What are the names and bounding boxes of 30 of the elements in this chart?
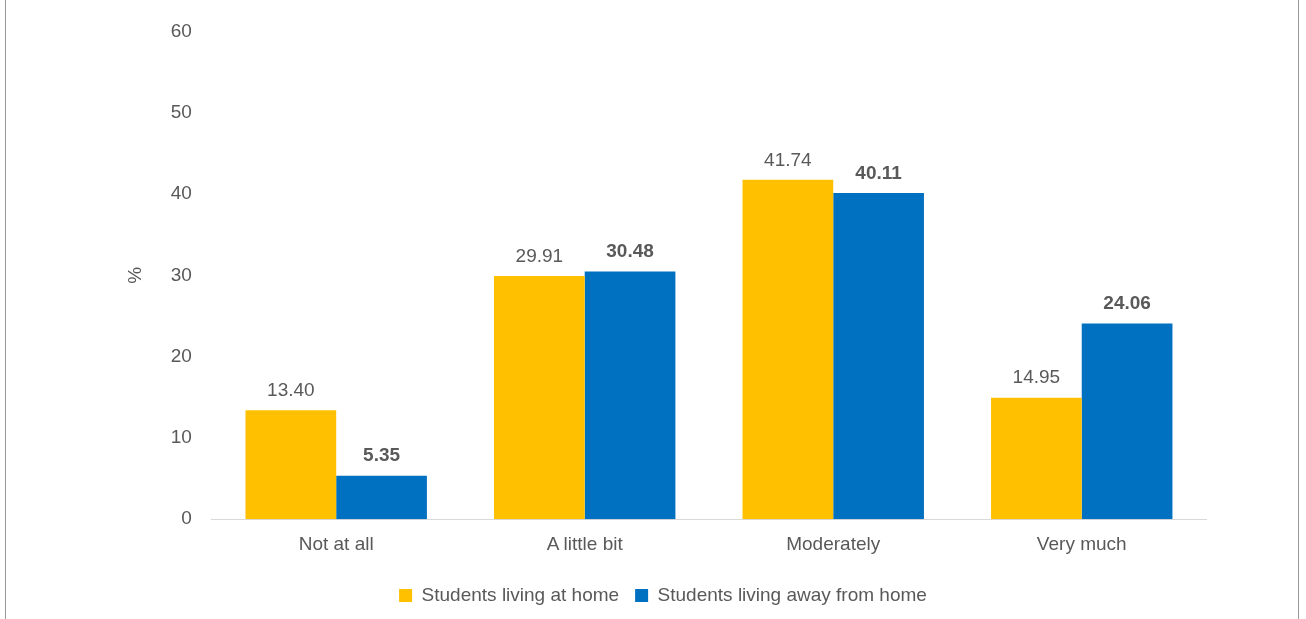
y-axis-title: % — [123, 266, 145, 284]
data-label: 14.95 — [1012, 366, 1061, 388]
y-tick-label: 20 — [170, 344, 192, 366]
bar — [494, 276, 585, 520]
y-tick-label: 0 — [181, 507, 192, 529]
y-tick-label: 10 — [170, 426, 192, 448]
data-label: 40.11 — [855, 161, 903, 183]
x-tick-label: Not at all — [298, 532, 374, 554]
y-tick-label: 60 — [170, 19, 192, 41]
data-label: 41.74 — [764, 148, 813, 170]
bar — [742, 179, 834, 520]
bar — [584, 271, 676, 520]
bar — [1081, 323, 1173, 520]
x-tick-label: Very much — [1036, 532, 1127, 554]
bar — [245, 410, 337, 520]
bar — [336, 475, 427, 520]
data-label: 5.35 — [363, 444, 401, 466]
bar — [991, 397, 1082, 520]
data-label: 13.40 — [267, 378, 315, 400]
data-label: 24.06 — [1103, 292, 1151, 314]
y-tick-label: 50 — [170, 100, 192, 122]
legend-label: Students living at home — [421, 583, 620, 605]
y-tick-label: 30 — [170, 263, 192, 285]
data-label: 30.48 — [606, 240, 654, 262]
data-label: 29.91 — [515, 244, 564, 266]
x-tick-label: Moderately — [786, 532, 881, 554]
bar — [833, 193, 924, 520]
y-tick-label: 40 — [170, 182, 192, 204]
legend-label: Students living away from home — [657, 583, 927, 605]
x-tick-label: A little bit — [546, 532, 624, 554]
